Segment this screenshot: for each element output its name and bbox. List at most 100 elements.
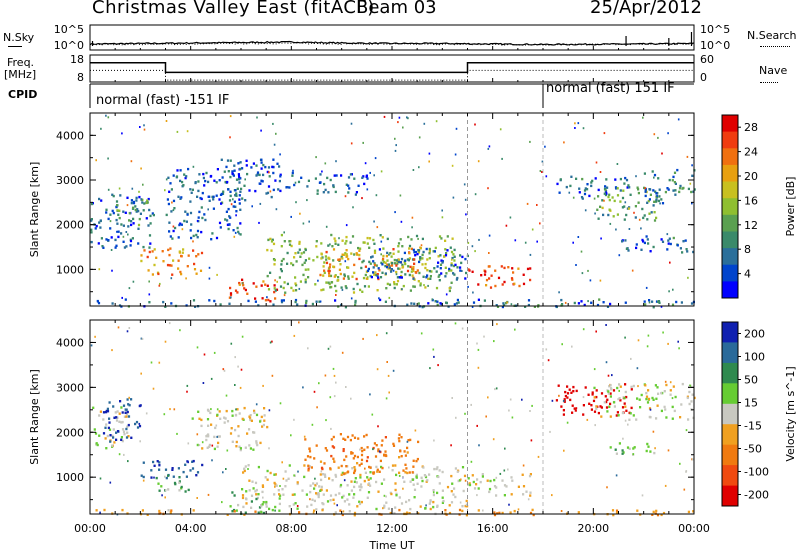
- power-cell: [352, 287, 355, 291]
- velocity-cell: [375, 444, 378, 447]
- velocity-colorbar-cell: [722, 383, 738, 405]
- power-speckle: [394, 211, 396, 214]
- power-cell: [147, 197, 150, 201]
- velocity-cell: [235, 440, 238, 444]
- velocity-cell: [323, 473, 327, 476]
- power-speckle: [208, 277, 211, 280]
- power-cell: [280, 263, 283, 266]
- power-cell: [378, 248, 381, 251]
- power-cell: [328, 282, 331, 286]
- power-cell: [590, 181, 593, 184]
- velocity-speckle: [637, 339, 640, 342]
- power-cell: [102, 246, 105, 249]
- velocity-speckle: [605, 324, 607, 326]
- velocity-cell: [261, 485, 265, 488]
- velocity-speckle: [508, 409, 510, 412]
- velocity-cell: [284, 485, 287, 488]
- power-cell: [655, 200, 658, 203]
- velocity-cell: [441, 496, 444, 499]
- power-speckle: [373, 220, 375, 223]
- power-cell: [239, 208, 242, 211]
- velocity-cell: [529, 494, 532, 497]
- power-cell: [279, 175, 282, 178]
- velocity-cell: [310, 466, 313, 469]
- power-cell: [273, 290, 276, 294]
- power-cell: [337, 243, 340, 246]
- velocity-speckle: [279, 402, 282, 405]
- power-cell: [693, 188, 696, 191]
- velocity-cell: [361, 449, 364, 453]
- power-cell: [461, 255, 464, 259]
- velocity-speckle: [622, 437, 624, 440]
- power-cell: [203, 213, 206, 216]
- velocity-speckle: [387, 374, 390, 377]
- velocity-cell: [233, 494, 236, 497]
- power-cell: [615, 187, 618, 190]
- power-cell: [644, 303, 647, 306]
- velocity-cell: [245, 490, 248, 493]
- velocity-cell: [106, 410, 110, 413]
- power-speckle: [420, 244, 423, 247]
- velocity-cell: [360, 462, 363, 465]
- power-cell: [300, 252, 303, 255]
- power-cell: [643, 172, 646, 175]
- velocity-cell: [481, 473, 484, 476]
- velocity-cell: [356, 462, 359, 465]
- velocity-cell: [582, 404, 585, 407]
- velocity-speckle: [476, 494, 478, 497]
- velocity-cell: [259, 441, 262, 445]
- velocity-colorbar-cell: [722, 322, 738, 343]
- power-cell: [324, 188, 327, 192]
- power-cell: [257, 304, 260, 307]
- power-cell: [226, 219, 229, 222]
- velocity-cell: [665, 383, 668, 387]
- power-cell: [341, 253, 344, 256]
- velocity-cell: [352, 496, 355, 499]
- velocity-speckle: [470, 460, 473, 463]
- power-speckle: [100, 127, 102, 130]
- power-cell: [229, 175, 232, 179]
- velocity-cell: [621, 449, 624, 452]
- power-cell: [616, 194, 620, 197]
- velocity-cell: [646, 442, 649, 446]
- velocity-speckle: [333, 395, 336, 398]
- velocity-cell: [248, 489, 251, 492]
- velocity-cell: [261, 425, 264, 428]
- power-cell: [210, 238, 213, 241]
- power-speckle: [474, 123, 476, 126]
- velocity-cell: [528, 474, 532, 478]
- power-cell: [351, 275, 354, 278]
- power-cell: [692, 250, 695, 254]
- velocity-cell: [363, 448, 366, 451]
- power-cell: [408, 273, 411, 277]
- power-cell: [578, 191, 581, 194]
- power-cell: [170, 210, 173, 213]
- power-cell: [404, 259, 407, 262]
- power-cell: [362, 276, 366, 280]
- velocity-cell: [334, 473, 337, 477]
- power-cell: [303, 261, 306, 264]
- power-speckle: [401, 288, 403, 291]
- power-cell: [660, 198, 663, 201]
- velocity-cell: [574, 409, 577, 412]
- velocity-cell: [116, 416, 119, 419]
- power-colorbar-cell: [722, 198, 738, 216]
- power-cell: [403, 251, 406, 255]
- power-cell: [90, 219, 93, 222]
- power-cell: [609, 302, 612, 306]
- power-speckle: [229, 136, 231, 139]
- velocity-cell: [138, 424, 142, 428]
- velocity-cell: [394, 488, 397, 492]
- power-cell: [354, 301, 357, 304]
- velocity-cell: [229, 432, 233, 435]
- power-cell: [90, 240, 93, 244]
- velocity-cell: [301, 489, 304, 492]
- velocity-cell: [259, 511, 262, 514]
- velocity-speckle: [451, 397, 453, 399]
- power-cell: [279, 268, 283, 271]
- velocity-speckle: [187, 442, 190, 445]
- velocity-cell: [605, 400, 608, 404]
- velocity-cell: [628, 418, 631, 421]
- power-cell: [218, 198, 221, 201]
- velocity-colorbar-label: 100: [744, 351, 765, 364]
